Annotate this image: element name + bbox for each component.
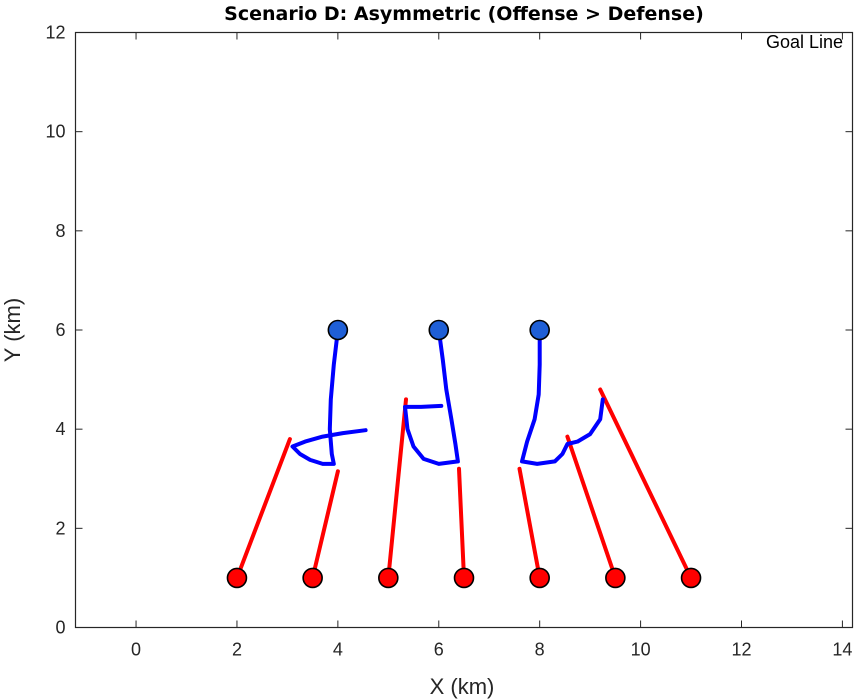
- y-tick-label-5: 10: [45, 122, 65, 142]
- offense-start-marker-2: [302, 567, 323, 589]
- offense-path-7: [598, 387, 693, 580]
- series-layer: [235, 328, 693, 580]
- axes-box: [74, 31, 854, 629]
- x-tick-label-3: 6: [434, 640, 444, 660]
- y-axis-label: Y (km): [0, 298, 25, 362]
- x-tick-label-4: 8: [535, 640, 545, 660]
- ticks-layer: 0 2 4 6 8 10 12 14 0 2 4 6 8 10 12: [45, 23, 853, 660]
- offense-path-4: [457, 466, 466, 580]
- y-tick-label-4: 8: [55, 221, 65, 241]
- defense-start-marker-1: [327, 319, 349, 341]
- x-tick-label-2: 4: [333, 640, 343, 660]
- x-axis-label: X (km): [430, 674, 495, 699]
- offense-path-3: [386, 397, 408, 580]
- offense-start-marker-7: [680, 567, 702, 589]
- offense-start-marker-3: [378, 567, 399, 589]
- offense-path-1: [235, 437, 292, 580]
- y-tick-label-0: 0: [55, 618, 65, 638]
- y-tick-label-2: 4: [55, 419, 65, 439]
- markers-layer: [226, 319, 702, 589]
- plot-area: [74, 31, 854, 629]
- offense-path-6: [565, 434, 618, 580]
- y-tick-label-3: 6: [55, 320, 65, 340]
- offense-start-marker-1: [226, 567, 248, 589]
- defense-start-marker-3: [529, 319, 550, 341]
- y-tick-label-6: 12: [45, 23, 65, 43]
- offense-path-5: [517, 466, 542, 580]
- offense-path-2: [310, 469, 340, 580]
- offense-start-marker-4: [453, 567, 475, 589]
- y-tick-label-1: 2: [55, 518, 65, 538]
- defense-path-3: [520, 328, 605, 466]
- defense-start-marker-2: [428, 319, 450, 341]
- x-tick-label-5: 10: [631, 640, 651, 660]
- offense-start-marker-5: [529, 567, 550, 589]
- x-tick-label-1: 2: [232, 640, 242, 660]
- defense-path-2: [403, 328, 460, 466]
- offense-start-marker-6: [605, 567, 626, 589]
- chart-title: Scenario D: Asymmetric (Offense > Defens…: [224, 3, 704, 25]
- x-tick-label-6: 12: [731, 640, 751, 660]
- x-tick-label-0: 0: [131, 640, 141, 660]
- goal-line-annotation: Goal Line: [766, 32, 843, 52]
- defense-path-1: [290, 328, 368, 466]
- x-tick-label-7: 14: [832, 640, 852, 660]
